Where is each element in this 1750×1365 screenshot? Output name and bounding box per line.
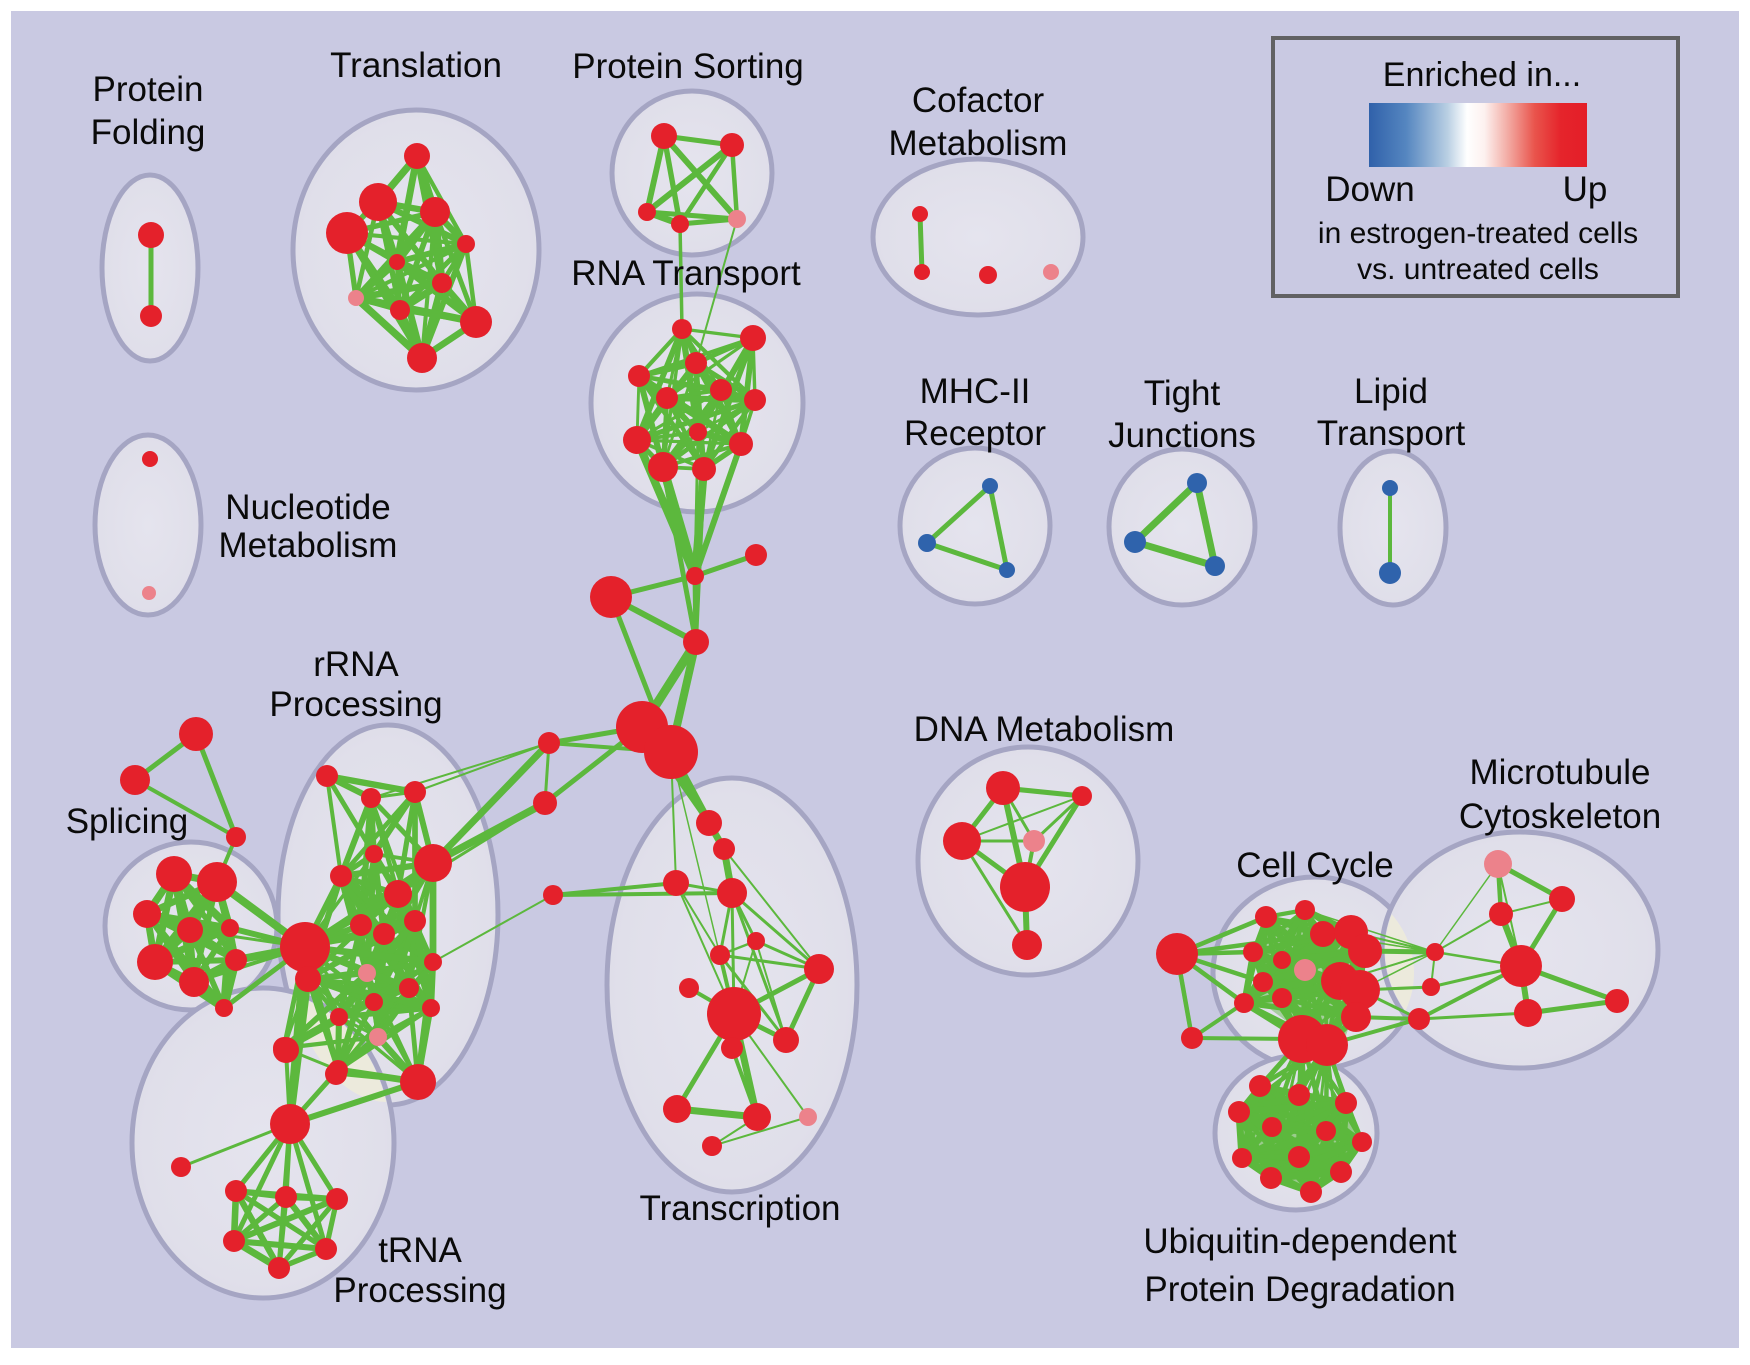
svg-text:Microtubule: Microtubule — [1470, 753, 1651, 792]
svg-text:Transcription: Transcription — [640, 1189, 841, 1228]
svg-text:Processing: Processing — [269, 685, 442, 724]
svg-text:Translation: Translation — [330, 46, 502, 85]
svg-text:Enriched in...: Enriched in... — [1383, 56, 1581, 94]
svg-text:RNA Transport: RNA Transport — [571, 254, 801, 293]
svg-text:Splicing: Splicing — [66, 802, 189, 841]
svg-text:Protein Sorting: Protein Sorting — [572, 47, 804, 86]
svg-text:Tight: Tight — [1144, 374, 1221, 413]
svg-text:vs. untreated cells: vs. untreated cells — [1357, 253, 1599, 286]
svg-text:Protein: Protein — [93, 70, 204, 109]
svg-text:Cytoskeleton: Cytoskeleton — [1459, 797, 1661, 836]
svg-text:Lipid: Lipid — [1354, 372, 1428, 411]
svg-text:Ubiquitin-dependent: Ubiquitin-dependent — [1143, 1222, 1457, 1261]
svg-text:Receptor: Receptor — [904, 414, 1046, 453]
svg-text:Protein Degradation: Protein Degradation — [1144, 1270, 1455, 1309]
svg-text:Cell Cycle: Cell Cycle — [1236, 846, 1394, 885]
svg-text:DNA Metabolism: DNA Metabolism — [914, 710, 1175, 749]
svg-text:Down: Down — [1325, 170, 1414, 209]
svg-text:Transport: Transport — [1317, 414, 1466, 453]
svg-text:tRNA: tRNA — [378, 1231, 462, 1270]
svg-text:Junctions: Junctions — [1108, 416, 1256, 455]
svg-text:MHC-II: MHC-II — [920, 372, 1031, 411]
svg-text:rRNA: rRNA — [313, 645, 399, 684]
svg-text:Metabolism: Metabolism — [219, 526, 398, 565]
svg-text:Metabolism: Metabolism — [889, 124, 1068, 163]
svg-text:Nucleotide: Nucleotide — [225, 488, 390, 527]
svg-text:Folding: Folding — [91, 113, 206, 152]
svg-text:Cofactor: Cofactor — [912, 81, 1045, 120]
svg-text:Processing: Processing — [333, 1271, 506, 1310]
svg-text:in estrogen-treated cells: in estrogen-treated cells — [1318, 217, 1638, 250]
svg-text:Up: Up — [1563, 170, 1608, 209]
